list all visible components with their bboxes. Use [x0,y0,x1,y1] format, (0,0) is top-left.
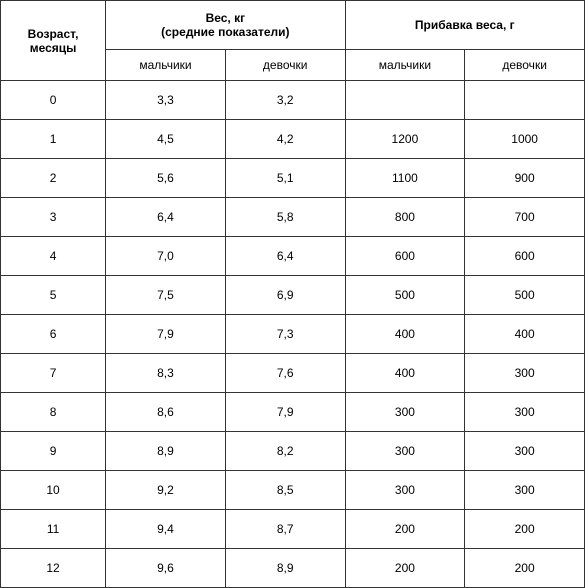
table-row: 57,56,9500500 [1,276,585,315]
cell-weight_boys: 7,9 [106,315,226,354]
cell-age: 9 [1,432,106,471]
cell-weight_boys: 9,4 [106,510,226,549]
col-header-weight-boys: мальчики [106,50,226,81]
cell-weight_boys: 5,6 [106,159,226,198]
cell-gain_boys: 300 [345,471,465,510]
cell-gain_girls: 200 [465,510,585,549]
cell-age: 8 [1,393,106,432]
cell-weight_boys: 4,5 [106,120,226,159]
cell-gain_boys: 200 [345,510,465,549]
cell-gain_girls: 300 [465,432,585,471]
cell-age: 3 [1,198,106,237]
table-row: 47,06,4600600 [1,237,585,276]
cell-weight_boys: 7,5 [106,276,226,315]
cell-gain_girls: 500 [465,276,585,315]
cell-age: 12 [1,549,106,588]
table-row: 36,45,8800700 [1,198,585,237]
cell-weight_girls: 7,9 [225,393,345,432]
cell-gain_boys: 400 [345,315,465,354]
cell-weight_girls: 7,3 [225,315,345,354]
cell-weight_girls: 8,2 [225,432,345,471]
cell-gain_girls: 400 [465,315,585,354]
table-row: 109,28,5300300 [1,471,585,510]
cell-weight_boys: 7,0 [106,237,226,276]
col-header-gain-girls: девочки [465,50,585,81]
cell-weight_boys: 8,9 [106,432,226,471]
col-header-weight-line1: Вес, кг [206,11,246,25]
cell-gain_girls: 900 [465,159,585,198]
cell-gain_boys: 300 [345,432,465,471]
cell-gain_girls [465,81,585,120]
cell-gain_girls: 600 [465,237,585,276]
table-body: 03,33,214,54,21200100025,65,1110090036,4… [1,81,585,588]
cell-gain_girls: 300 [465,354,585,393]
col-header-weight-group: Вес, кг (средние показатели) [106,1,345,50]
cell-weight_boys: 6,4 [106,198,226,237]
col-header-gain-group: Прибавка веса, г [345,1,584,50]
cell-weight_girls: 4,2 [225,120,345,159]
cell-age: 10 [1,471,106,510]
cell-gain_girls: 700 [465,198,585,237]
cell-gain_boys: 800 [345,198,465,237]
cell-weight_boys: 8,3 [106,354,226,393]
cell-weight_girls: 8,9 [225,549,345,588]
col-header-weight-girls: девочки [225,50,345,81]
col-header-gain-label: Прибавка веса, г [415,18,515,32]
cell-weight_girls: 5,8 [225,198,345,237]
cell-weight_boys: 8,6 [106,393,226,432]
cell-age: 4 [1,237,106,276]
cell-weight_girls: 7,6 [225,354,345,393]
table-row: 67,97,3400400 [1,315,585,354]
cell-gain_boys [345,81,465,120]
cell-weight_boys: 3,3 [106,81,226,120]
table-row: 78,37,6400300 [1,354,585,393]
weight-table-wrapper: Возраст, месяцы Вес, кг (средние показат… [0,0,585,588]
cell-gain_boys: 1200 [345,120,465,159]
cell-weight_girls: 6,9 [225,276,345,315]
cell-gain_girls: 300 [465,393,585,432]
col-header-age: Возраст, месяцы [1,1,106,81]
cell-age: 6 [1,315,106,354]
table-row: 88,67,9300300 [1,393,585,432]
cell-gain_boys: 500 [345,276,465,315]
cell-gain_boys: 300 [345,393,465,432]
table-header: Возраст, месяцы Вес, кг (средние показат… [1,1,585,81]
cell-weight_girls: 5,1 [225,159,345,198]
cell-age: 0 [1,81,106,120]
cell-gain_girls: 1000 [465,120,585,159]
table-row: 119,48,7200200 [1,510,585,549]
col-header-age-label: Возраст, месяцы [28,27,79,55]
cell-gain_boys: 200 [345,549,465,588]
cell-age: 11 [1,510,106,549]
cell-weight_girls: 8,7 [225,510,345,549]
cell-gain_boys: 1100 [345,159,465,198]
table-row: 14,54,212001000 [1,120,585,159]
weight-table: Возраст, месяцы Вес, кг (средние показат… [0,0,585,588]
cell-age: 5 [1,276,106,315]
cell-age: 1 [1,120,106,159]
cell-weight_boys: 9,2 [106,471,226,510]
cell-age: 2 [1,159,106,198]
table-row: 129,68,9200200 [1,549,585,588]
header-row-1: Возраст, месяцы Вес, кг (средние показат… [1,1,585,50]
table-row: 25,65,11100900 [1,159,585,198]
cell-gain_girls: 300 [465,471,585,510]
cell-gain_boys: 600 [345,237,465,276]
cell-weight_girls: 8,5 [225,471,345,510]
cell-weight_girls: 3,2 [225,81,345,120]
cell-weight_girls: 6,4 [225,237,345,276]
col-header-weight-line2: (средние показатели) [161,25,289,39]
col-header-gain-boys: мальчики [345,50,465,81]
cell-weight_boys: 9,6 [106,549,226,588]
table-row: 03,33,2 [1,81,585,120]
cell-gain_girls: 200 [465,549,585,588]
table-row: 98,98,2300300 [1,432,585,471]
cell-gain_boys: 400 [345,354,465,393]
cell-age: 7 [1,354,106,393]
